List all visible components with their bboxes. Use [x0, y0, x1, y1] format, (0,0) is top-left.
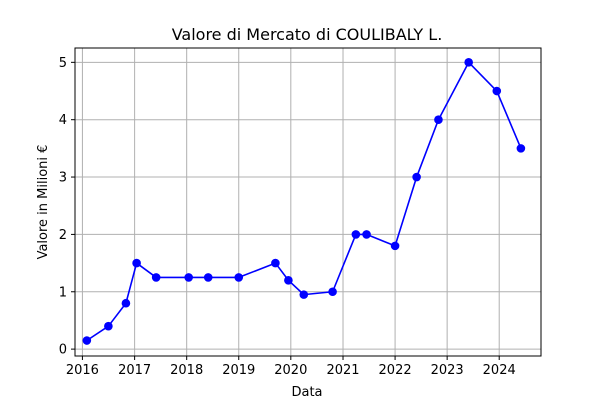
data-point	[234, 273, 244, 282]
x-tick-label: 2019	[222, 363, 255, 378]
x-tick-label: 2017	[118, 363, 151, 378]
x-axis-label: Data	[291, 385, 322, 400]
y-tick-label: 0	[59, 343, 67, 358]
data-point	[284, 275, 293, 285]
data-point	[434, 115, 443, 124]
data-point	[516, 144, 526, 153]
data-point	[184, 273, 193, 282]
data-point	[492, 86, 502, 96]
x-tick-label: 2022	[379, 363, 412, 378]
x-tick-label: 2024	[483, 363, 516, 378]
chart-title: Valore di Mercato di COULIBALY L.	[172, 25, 443, 44]
y-tick-label: 2	[59, 228, 67, 243]
data-point	[203, 273, 213, 282]
x-tick-label: 2020	[274, 363, 307, 378]
y-tick-label: 1	[59, 285, 67, 300]
data-point	[328, 287, 337, 297]
y-tick-label: 3	[59, 171, 67, 186]
grid	[75, 48, 541, 356]
data-point	[82, 336, 92, 345]
x-tick-label: 2023	[431, 363, 464, 378]
data-point	[299, 290, 309, 299]
y-tick-label: 4	[59, 113, 67, 128]
data-point	[104, 321, 113, 331]
data-point	[121, 298, 131, 308]
data-point	[362, 230, 371, 239]
y-tick-label: 5	[59, 56, 67, 71]
x-tick-label: 2021	[326, 363, 359, 378]
axis-ticks: 2016 2017 2018 2019 2020 2021 2022 2023 2024 0 1 2 3…	[59, 56, 516, 378]
data-point	[390, 241, 400, 251]
y-axis-label: Valore in Milioni €	[36, 145, 51, 260]
data-point	[271, 258, 280, 268]
data-point	[132, 258, 141, 268]
plot-frame	[74, 47, 542, 357]
x-tick-label: 2016	[66, 363, 99, 378]
data-point	[412, 172, 421, 182]
data-point	[351, 230, 361, 239]
data-point	[151, 273, 161, 282]
data-point	[464, 58, 473, 67]
series-area	[82, 58, 526, 345]
x-tick-label: 2018	[170, 363, 203, 378]
